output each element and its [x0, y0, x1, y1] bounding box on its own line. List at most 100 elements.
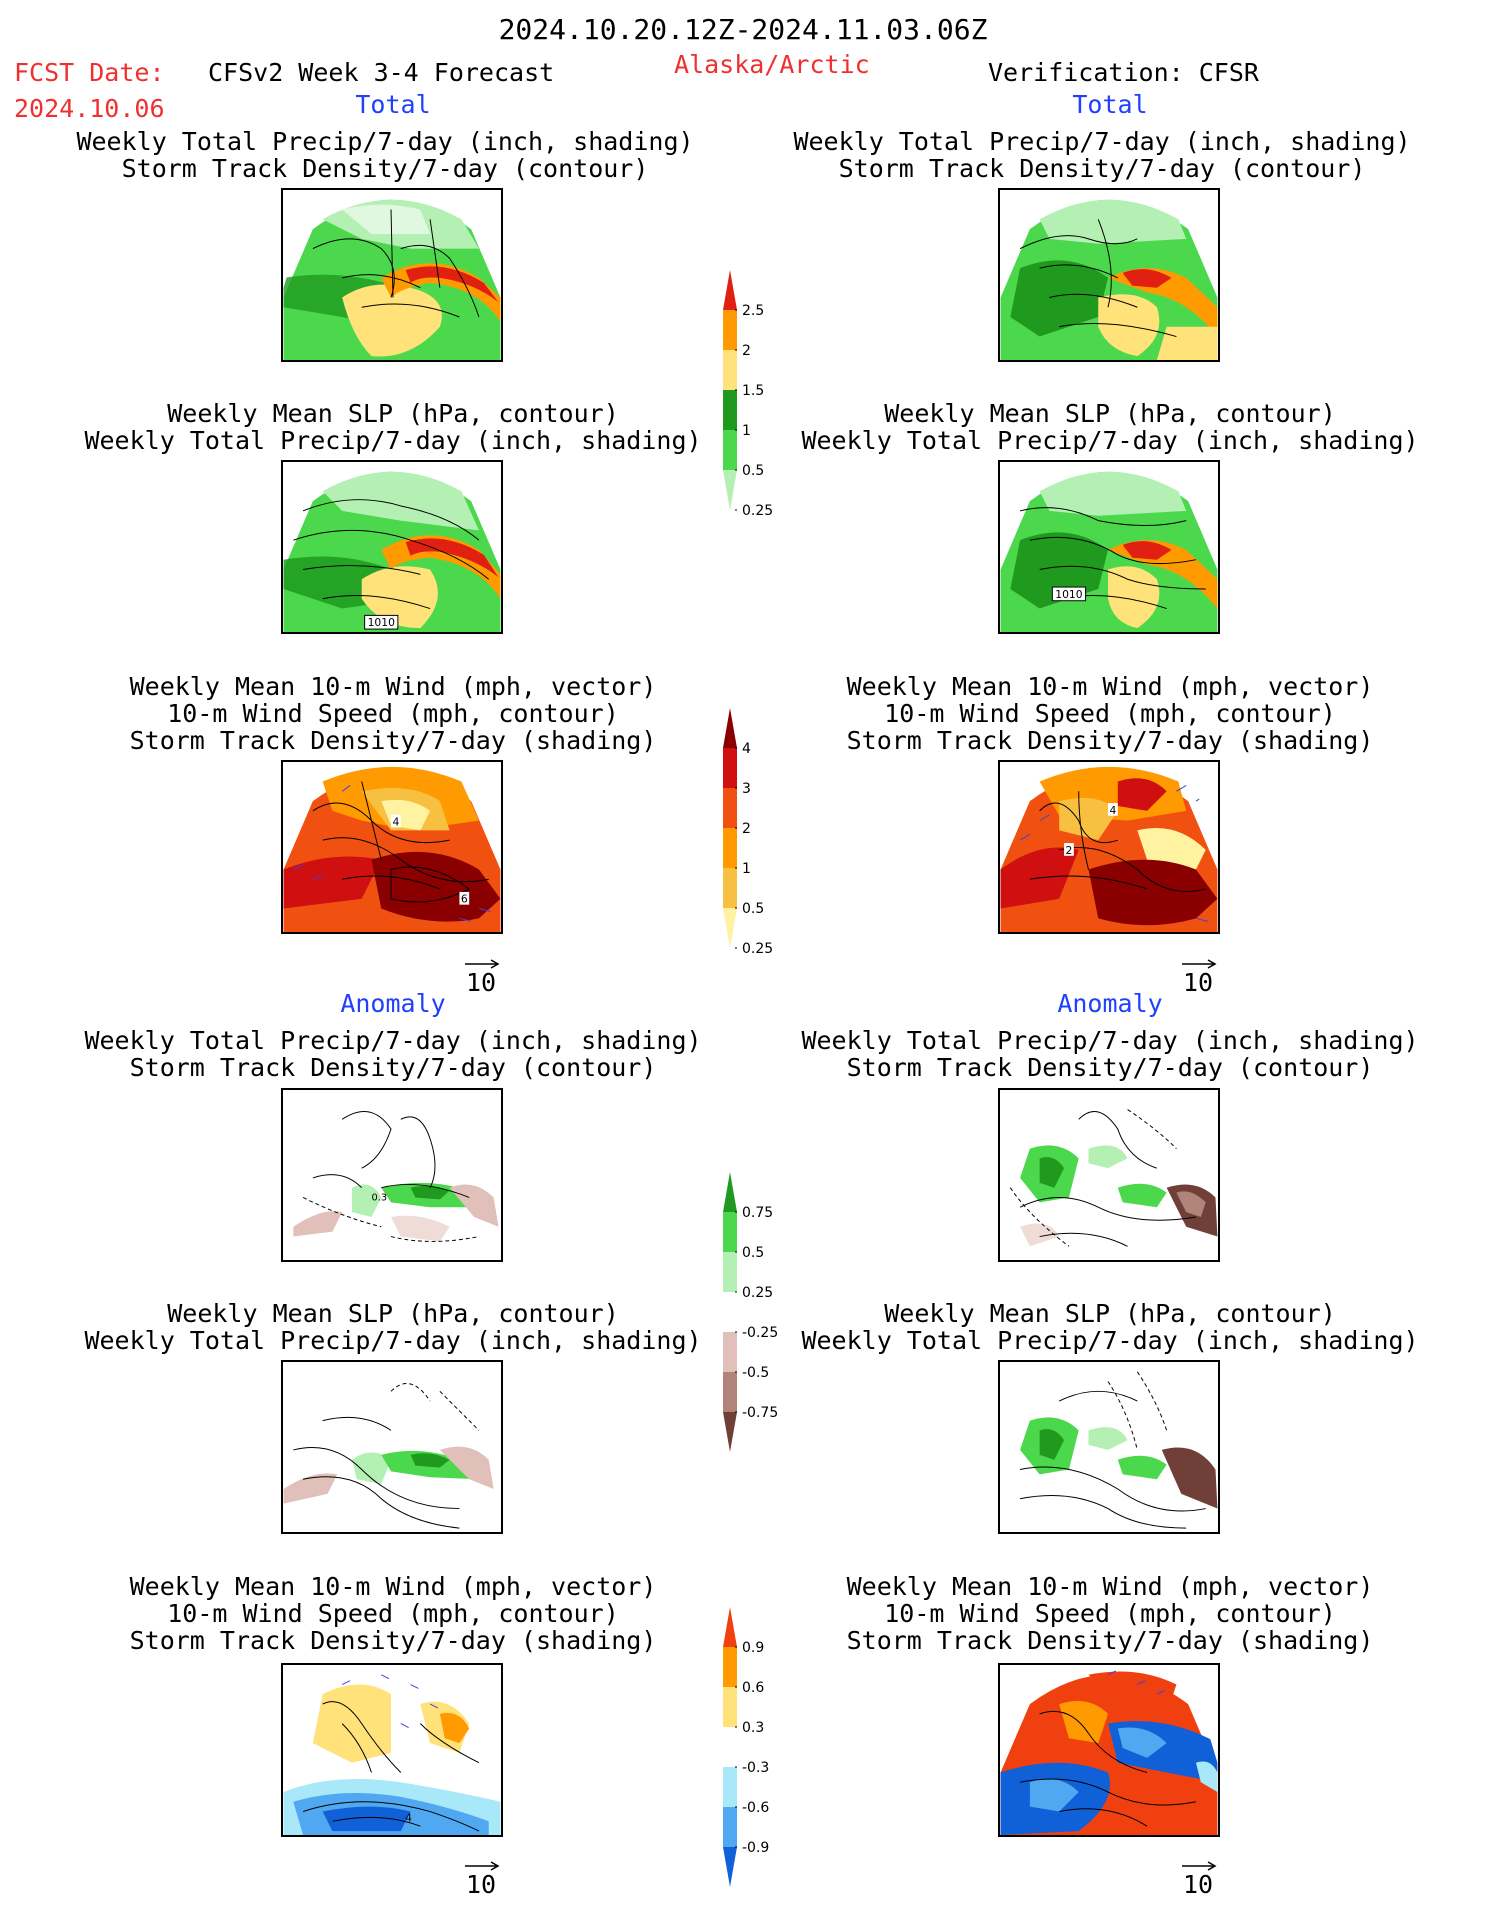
colorbar-storm-anom: 0.9 0.6 0.3 -0.3 -0.6 -0.9 — [723, 1607, 803, 1895]
title-r3-left: Weekly Mean 10-m Wind (mph, vector) 10-m … — [129, 672, 657, 755]
colorbar-label: 0.5 — [742, 901, 764, 917]
title-r1-left: Weekly Total Precip/7-day (inch, shading… — [76, 127, 694, 183]
wind-label-right-b: 2 — [1066, 844, 1073, 857]
section-total-right: Total — [1072, 90, 1148, 119]
colorbar-swatch — [723, 390, 737, 430]
model-label: CFSv2 Week 3-4 Forecast — [208, 58, 555, 87]
map-anom-wind-storm-forecast: 4 — [281, 1663, 503, 1837]
colorbar-swatch — [723, 1607, 737, 1647]
section-anomaly-right: Anomaly — [1057, 989, 1163, 1018]
colorbar-swatch — [723, 1412, 737, 1452]
title-r2-right: Weekly Mean SLP (hPa, contour) Weekly Tot… — [801, 399, 1419, 455]
fcst-date: 2024.10.06 — [14, 94, 165, 123]
vector-ref-r3-left: 10 — [463, 956, 503, 995]
title-r2-left: Weekly Mean SLP (hPa, contour) Weekly Tot… — [84, 399, 702, 455]
map-anom-slp-verification — [998, 1360, 1220, 1534]
colorbar-swatch — [723, 1647, 737, 1687]
colorbar-label: 2 — [742, 821, 751, 837]
map-total-precip-verification — [998, 188, 1220, 362]
title-r4-right: Weekly Total Precip/7-day (inch, shading… — [801, 1026, 1419, 1082]
colorbar-swatch — [723, 1767, 737, 1807]
section-anomaly-left: Anomaly — [340, 989, 446, 1018]
colorbar-precip-total: 2.5 2 1.5 1 0.5 0.25 — [723, 270, 803, 519]
map-wind-storm-verification: 4 2 — [998, 760, 1220, 934]
colorbar-swatch — [723, 908, 737, 948]
colorbar-label: 3 — [742, 781, 751, 797]
map-slp-precip-verification: 1010 — [998, 460, 1220, 634]
colorbar-swatch — [723, 430, 737, 470]
title-r1-right: Weekly Total Precip/7-day (inch, shading… — [793, 127, 1411, 183]
colorbar-label: -0.9 — [742, 1840, 769, 1856]
title-r5-left: Weekly Mean SLP (hPa, contour) Weekly Tot… — [84, 1299, 702, 1355]
colorbar-swatch — [723, 1687, 737, 1727]
wind-label-right-a: 4 — [1109, 804, 1116, 817]
verification-label: Verification: CFSR — [988, 58, 1259, 87]
colorbar-label: 0.5 — [742, 463, 764, 479]
colorbar-label: 0.75 — [742, 1205, 773, 1221]
colorbar-swatch — [723, 1372, 737, 1412]
colorbar-label: 1 — [742, 423, 751, 439]
colorbar-label: 0.25 — [742, 941, 773, 957]
colorbar-swatch — [723, 1332, 737, 1372]
colorbar-swatch — [723, 1807, 737, 1847]
colorbar-label: 0.3 — [742, 1720, 764, 1736]
colorbar-label: 1 — [742, 861, 751, 877]
map-anom-precip-forecast: 0.3 — [281, 1088, 503, 1262]
region-label: Alaska/Arctic — [674, 50, 870, 79]
wind-label-left-b: 6 — [461, 893, 468, 906]
colorbar-label: -0.3 — [742, 1760, 769, 1776]
colorbar-swatch — [723, 788, 737, 828]
colorbar-swatch — [723, 470, 737, 510]
map-total-precip-forecast — [281, 188, 503, 362]
colorbar-swatch — [723, 1727, 737, 1767]
colorbar-label: 0.9 — [742, 1640, 764, 1656]
map-anom-wind-storm-verification — [998, 1663, 1220, 1837]
colorbar-swatch — [723, 1172, 737, 1212]
colorbar-swatch — [723, 1252, 737, 1292]
colorbar-label: 2.5 — [742, 303, 764, 319]
anom-label-left: 0.3 — [372, 1192, 388, 1203]
colorbar-swatch — [723, 868, 737, 908]
colorbar-label: 4 — [742, 741, 751, 757]
slp-label-right: 1010 — [1055, 588, 1082, 601]
colorbar-swatch — [723, 270, 737, 310]
colorbar-swatch — [723, 1212, 737, 1252]
colorbar-label: -0.25 — [742, 1325, 778, 1341]
section-total-left: Total — [355, 90, 431, 119]
wind-label-left-a: 4 — [392, 816, 399, 829]
vector-ref-label: 10 — [466, 968, 497, 997]
colorbar-label: 2 — [742, 343, 751, 359]
colorbar-swatch — [723, 1847, 737, 1887]
colorbar-label: 0.25 — [742, 1285, 773, 1301]
colorbar-label: 1.5 — [742, 383, 764, 399]
title-r6-right: Weekly Mean 10-m Wind (mph, vector) 10-m … — [846, 1572, 1374, 1655]
colorbar-label: 0.6 — [742, 1680, 764, 1696]
map-anom-precip-verification — [998, 1088, 1220, 1262]
title-r3-right: Weekly Mean 10-m Wind (mph, vector) 10-m … — [846, 672, 1374, 755]
colorbar-swatch — [723, 350, 737, 390]
colorbar-label: -0.75 — [742, 1405, 778, 1421]
colorbar-swatch — [723, 748, 737, 788]
slp-label-left: 1010 — [368, 616, 395, 629]
map-anom-slp-forecast — [281, 1360, 503, 1534]
vector-ref-label: 10 — [1183, 1870, 1214, 1899]
colorbar-storm-total: 4 3 2 1 0.5 0.25 — [723, 708, 803, 957]
map-wind-storm-forecast: 4 6 — [281, 760, 503, 934]
fcst-date-label: FCST Date: — [14, 58, 165, 87]
valid-period: 2024.10.20.12Z-2024.11.03.06Z — [498, 13, 988, 46]
colorbar-label: -0.6 — [742, 1800, 769, 1816]
colorbar-label: 0.5 — [742, 1245, 764, 1261]
colorbar-label: 0.25 — [742, 503, 773, 519]
colorbar-swatch — [723, 708, 737, 748]
vector-ref-r6-right: 10 — [1180, 1858, 1220, 1897]
colorbar-swatch — [723, 1292, 737, 1332]
title-r5-right: Weekly Mean SLP (hPa, contour) Weekly Tot… — [801, 1299, 1419, 1355]
colorbar-precip-anom: 0.75 0.5 0.25 -0.25 -0.5 -0.75 — [723, 1172, 803, 1460]
title-r4-left: Weekly Total Precip/7-day (inch, shading… — [84, 1026, 702, 1082]
vector-ref-label: 10 — [466, 1870, 497, 1899]
colorbar-swatch — [723, 828, 737, 868]
anom-wind-label-left: 4 — [405, 1811, 412, 1824]
vector-ref-r6-left: 10 — [463, 1858, 503, 1897]
vector-ref-r3-right: 10 — [1180, 956, 1220, 995]
map-slp-precip-forecast: 1010 — [281, 460, 503, 634]
